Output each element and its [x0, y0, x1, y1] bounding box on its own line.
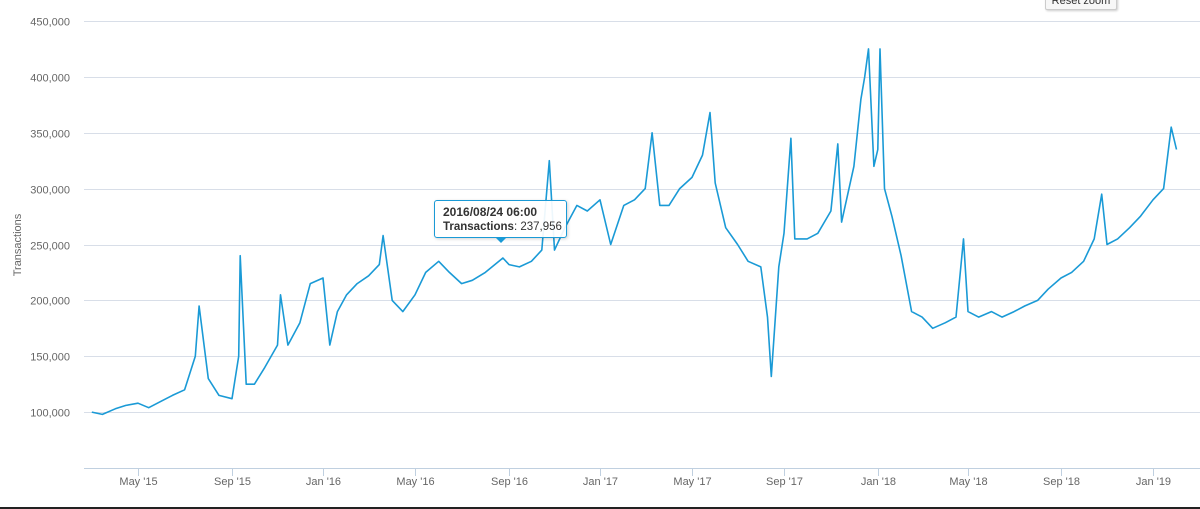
y-axis-title: Transactions [12, 213, 24, 276]
tooltip: 2016/08/24 06:00 Transactions: 237,956 [434, 200, 567, 238]
x-tick-label: May '18 [949, 476, 987, 488]
y-tick-label: 450,000 [30, 17, 70, 29]
tooltip-value-line: Transactions: 237,956 [443, 220, 562, 235]
y-tick-label: 300,000 [30, 185, 70, 197]
x-tick-label: Jan '17 [583, 476, 618, 488]
transactions-series-line[interactable] [91, 48, 1178, 416]
x-tick-label: May '17 [673, 476, 711, 488]
x-tick-label: Jan '16 [306, 476, 341, 488]
x-tick-label: May '15 [119, 476, 157, 488]
tooltip-date: 2016/08/24 06:00 [443, 205, 538, 219]
x-tick-label: Sep '15 [214, 476, 251, 488]
y-axis-ticks: 100,000 150,000 200,000 250,000 300,000 350,0… [30, 17, 70, 420]
tooltip-separator: : [513, 221, 521, 233]
y-tick-label: 200,000 [30, 296, 70, 308]
x-axis: May '15 Sep '15 Jan '16 May '16 Sep '16 Jan '… [84, 468, 1200, 488]
y-tick-label: 250,000 [30, 241, 70, 253]
x-tick-label: Sep '17 [766, 476, 803, 488]
y-tick-label: 150,000 [30, 352, 70, 364]
x-tick-label: Jan '19 [1136, 476, 1171, 488]
bottom-border [0, 507, 1200, 509]
reset-zoom-button[interactable]: Reset zoom [1045, 0, 1117, 10]
tooltip-value: 237,956 [520, 221, 562, 233]
tooltip-series-label: Transactions [443, 221, 514, 233]
x-tick-label: May '16 [396, 476, 434, 488]
tooltip-caret [495, 237, 507, 243]
x-tick-label: Sep '16 [491, 476, 528, 488]
gridlines [84, 21, 1200, 413]
y-tick-label: 400,000 [30, 73, 70, 85]
y-tick-label: 350,000 [30, 129, 70, 141]
x-tick-label: Sep '18 [1043, 476, 1080, 488]
x-tick-label: Jan '18 [861, 476, 896, 488]
y-tick-label: 100,000 [30, 408, 70, 420]
